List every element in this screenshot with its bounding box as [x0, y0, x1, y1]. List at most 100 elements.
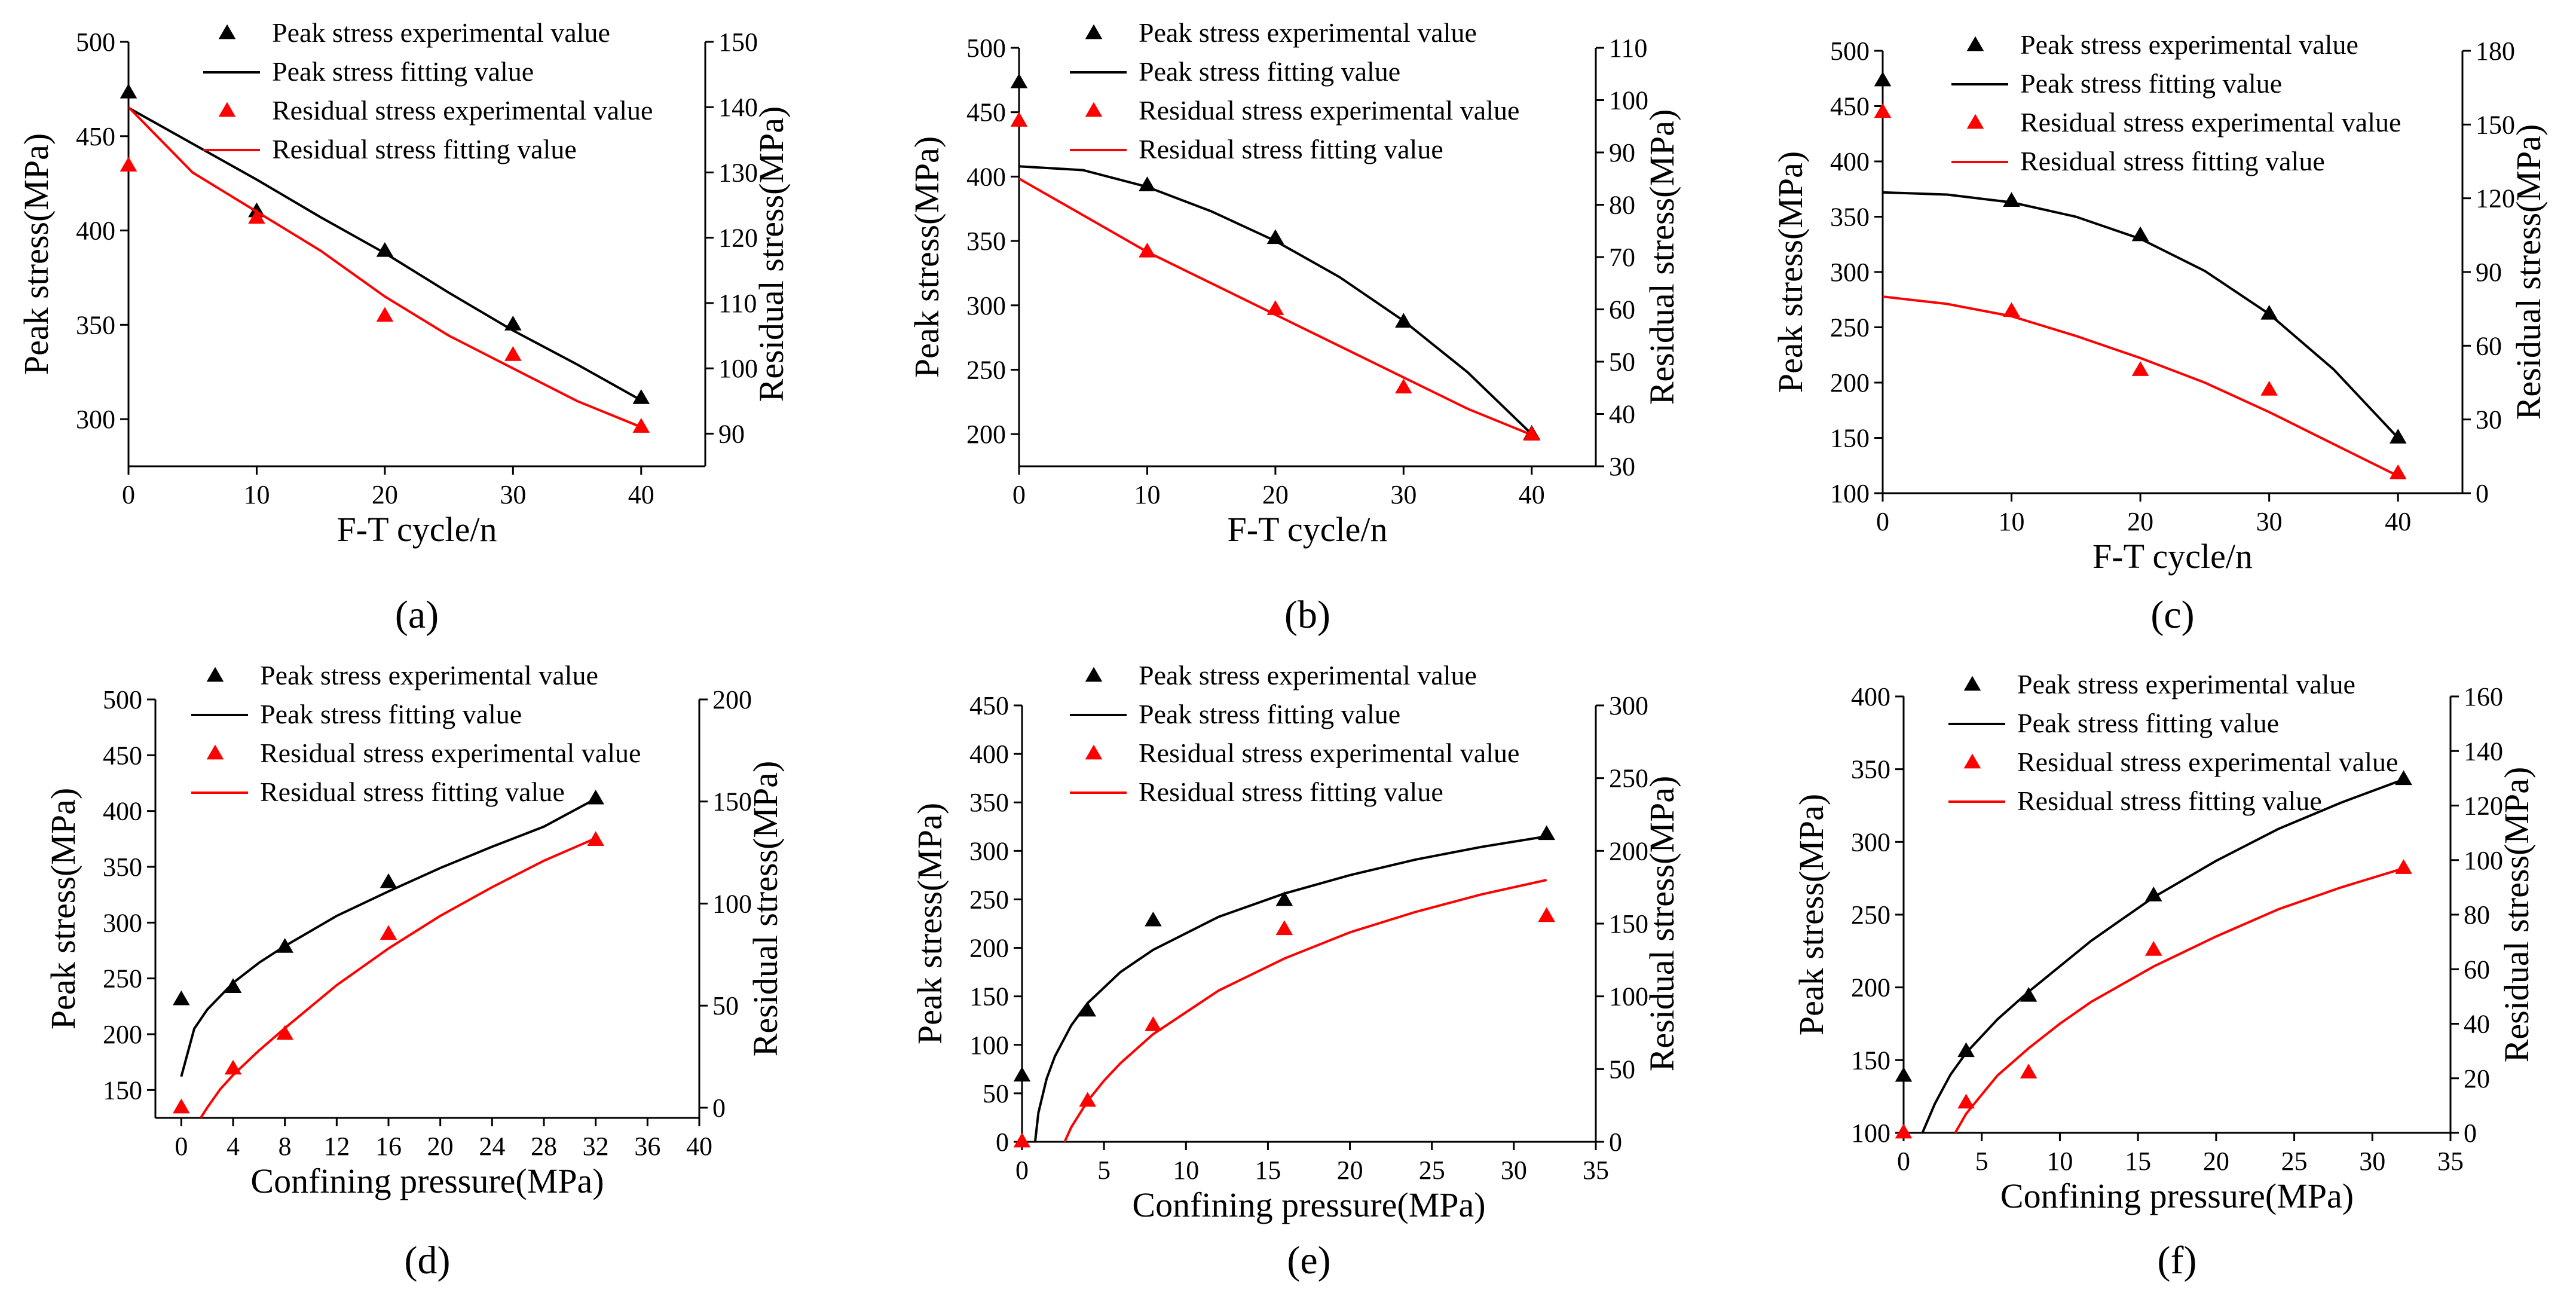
y-left-tick-label: 450: [1830, 92, 1870, 121]
y-left-tick-label: 150: [103, 1075, 142, 1105]
x-tick-label: 10: [243, 480, 270, 509]
residual-data-point: [248, 209, 265, 224]
y-left-tick-label: 250: [969, 885, 1009, 914]
y-left-tick-label: 200: [1851, 973, 1890, 1003]
y-right-tick-label: 140: [718, 93, 758, 122]
peak-data-point: [173, 990, 190, 1006]
legend-entry: Residual stress fitting value: [1139, 134, 1443, 164]
x-tick-label: 0: [1897, 1147, 1910, 1176]
y-left-tick-label: 350: [76, 310, 115, 340]
legend: Peak stress experimental value Peak stres…: [191, 660, 641, 807]
y-right-tick-label: 0: [2476, 479, 2489, 508]
chart-panel-d: 0 4 8 12 16 20 24 28 32 36 40 150 200 250 300 350 400 450…: [44, 660, 785, 1282]
y-right-tick-label: 90: [2476, 258, 2502, 287]
legend-entry: Residual stress experimental value: [272, 95, 653, 126]
y-right-tick-label: 100: [1609, 982, 1648, 1011]
peak-data-point: [1275, 891, 1293, 906]
x-tick-label: 24: [479, 1132, 505, 1161]
y-right-tick-label: 150: [2476, 110, 2515, 139]
y-right-tick-label: 70: [1609, 243, 1635, 272]
x-tick-label: 4: [227, 1132, 240, 1161]
y-right-tick-label: 140: [2464, 737, 2503, 766]
peak-data-point: [376, 242, 394, 257]
legend-marker: [1966, 36, 1984, 51]
x-tick-label: 20: [372, 480, 398, 509]
y-right-tick-label: 30: [1609, 452, 1635, 481]
x-axis-title: F-T cycle/n: [2092, 537, 2253, 576]
residual-data-point: [1957, 1093, 1975, 1109]
y-right-tick-label: 30: [2476, 405, 2502, 435]
y-right-tick-label: 80: [1609, 191, 1635, 220]
x-tick-label: 5: [1097, 1156, 1110, 1185]
chart-panel-e: 0 5 10 15 20 25 30 3505010015020025030035040045…: [910, 660, 1681, 1282]
peak-fit-line: [1883, 191, 2399, 439]
peak-fit-line: [1033, 835, 1547, 1142]
x-tick-label: 0: [1876, 507, 1889, 536]
legend-entry: Residual stress experimental value: [260, 738, 641, 768]
residual-data-point: [1895, 1123, 1913, 1139]
legend-marker: [1085, 102, 1103, 117]
y-right-tick-label: 40: [2464, 1010, 2490, 1039]
x-tick-label: 12: [323, 1132, 350, 1161]
y-left-tick-label: 250: [1851, 900, 1890, 930]
y-left-axis-title: Peak stress(MPa): [910, 803, 949, 1044]
y-right-tick-label: 130: [718, 158, 758, 187]
y-right-axis-title: Residual stress(MPa): [2497, 767, 2536, 1063]
legend-entry: Peak stress experimental value: [260, 660, 598, 690]
x-tick-label: 0: [1012, 480, 1026, 509]
panel-label: (e): [1287, 1239, 1330, 1282]
x-tick-label: 20: [2203, 1147, 2229, 1176]
y-right-tick-label: 150: [1609, 909, 1648, 939]
peak-data-point: [2020, 986, 2037, 1002]
chart-panel-f: 0 5 10 15 20 25 30 35 100 150 200 250 300 350 400 0 20 40…: [1792, 669, 2536, 1282]
y-left-tick-label: 350: [103, 852, 142, 882]
legend: Peak stress experimental value Peak stres…: [1948, 669, 2398, 816]
y-right-tick-label: 100: [718, 354, 758, 383]
residual-fit-line: [129, 106, 642, 429]
x-axis-title: F-T cycle/n: [1228, 510, 1388, 549]
residual-data-point: [1275, 920, 1293, 936]
x-tick-label: 20: [1262, 480, 1289, 509]
y-left-tick-label: 400: [1830, 147, 1870, 176]
y-left-tick-label: 300: [103, 908, 142, 937]
peak-data-point: [1874, 71, 1892, 87]
legend-marker: [1966, 114, 1984, 129]
x-axis-title: Confining pressure(MPa): [1132, 1185, 1485, 1224]
x-tick-label: 25: [2281, 1147, 2308, 1176]
peak-data-point: [120, 83, 137, 99]
y-right-tick-label: 200: [712, 685, 752, 714]
x-tick-label: 0: [1015, 1156, 1029, 1185]
panel-label: (b): [1284, 593, 1330, 637]
y-right-tick-label: 0: [2464, 1119, 2477, 1148]
x-tick-label: 15: [1255, 1156, 1281, 1185]
y-left-tick-label: 500: [103, 685, 142, 714]
y-right-tick-label: 60: [2476, 331, 2502, 360]
y-left-tick-label: 450: [76, 122, 115, 151]
peak-data-point: [2389, 429, 2407, 444]
legend: Peak stress experimental value Peak stres…: [203, 17, 653, 164]
residual-data-point: [1010, 112, 1028, 127]
x-tick-label: 30: [500, 480, 526, 509]
x-tick-label: 0: [175, 1132, 188, 1161]
x-tick-label: 10: [1173, 1156, 1199, 1185]
residual-data-point: [376, 307, 394, 322]
residual-data-point: [120, 157, 137, 172]
x-tick-label: 10: [2046, 1147, 2073, 1176]
y-left-tick-label: 100: [1851, 1119, 1890, 1148]
legend: Peak stress experimental value Peak stres…: [1951, 29, 2401, 176]
x-tick-label: 16: [375, 1132, 402, 1161]
y-left-tick-label: 500: [76, 27, 115, 57]
y-right-tick-label: 60: [2464, 955, 2490, 984]
x-tick-label: 30: [2256, 507, 2283, 536]
legend-marker: [206, 667, 224, 682]
residual-data-point: [1523, 426, 1541, 441]
y-left-tick-label: 150: [1830, 424, 1870, 453]
y-left-tick-label: 450: [969, 691, 1009, 720]
x-tick-label: 20: [427, 1132, 454, 1161]
residual-data-point: [1874, 103, 1892, 118]
y-right-tick-label: 200: [1609, 836, 1648, 866]
x-tick-label: 0: [122, 480, 135, 509]
y-right-tick-label: 100: [1609, 86, 1648, 115]
x-tick-label: 30: [1390, 480, 1417, 509]
